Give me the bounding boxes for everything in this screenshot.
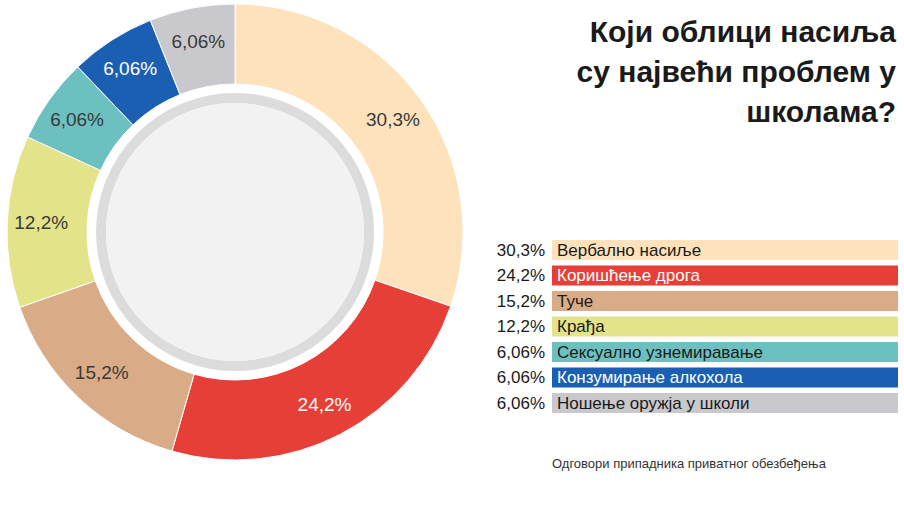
legend: 30,3% Вербално насиље 24,2% Коришћење дрога… [497, 240, 898, 413]
slice-label: 30,3% [366, 109, 420, 130]
legend-swatch [552, 393, 898, 413]
legend-swatch [552, 342, 898, 362]
source: Одговори припадника приватног обезбеђења [552, 456, 827, 471]
slice [150, 4, 235, 95]
legend-value: 6,06% [497, 394, 545, 413]
title-line: Који облици насиља [590, 15, 897, 48]
inner-ring-band [101, 98, 369, 366]
title-line: су највећи проблем у [577, 55, 897, 88]
legend-label: Коришћење дрога [557, 266, 701, 285]
center-disc [106, 103, 364, 361]
legend-swatch [552, 266, 898, 286]
legend-value: 15,2% [497, 292, 545, 311]
donut: 30,3% 24,2% 15,2% 12,2% 6,06% 6,06% 6,06% [7, 4, 463, 460]
legend-swatch [552, 368, 898, 388]
legend-label: Туче [557, 292, 593, 311]
legend-value: 24,2% [497, 266, 545, 285]
legend-label: Вербално насиље [557, 241, 701, 260]
legend-value: 6,06% [497, 343, 545, 362]
slice-label: 6,06% [50, 109, 104, 130]
legend-value: 6,06% [497, 368, 545, 387]
chart: 30,3% 24,2% 15,2% 12,2% 6,06% 6,06% 6,06% Који … [0, 0, 904, 509]
slice-label: 6,06% [103, 58, 157, 79]
inner-ring [89, 86, 381, 378]
legend-swatch [552, 240, 898, 260]
legend-swatch [552, 291, 898, 311]
title: Који облици насиља су највећи проблем у шк… [577, 15, 897, 128]
slice-label: 24,2% [298, 394, 352, 415]
legend-value: 12,2% [497, 317, 545, 336]
legend-label: Крађа [557, 317, 605, 336]
legend-label: Конзумирање алкохола [557, 368, 743, 387]
slice-label: 12,2% [14, 212, 68, 233]
legend-value: 30,3% [497, 241, 545, 260]
slice-label: 6,06% [171, 31, 225, 52]
legend-label: Сексуално узнемиравање [557, 343, 763, 362]
legend-swatch [552, 317, 898, 337]
legend-label: Ношење оружја у школи [557, 394, 750, 413]
title-line: школама? [746, 95, 896, 128]
slice-label: 15,2% [75, 362, 129, 383]
